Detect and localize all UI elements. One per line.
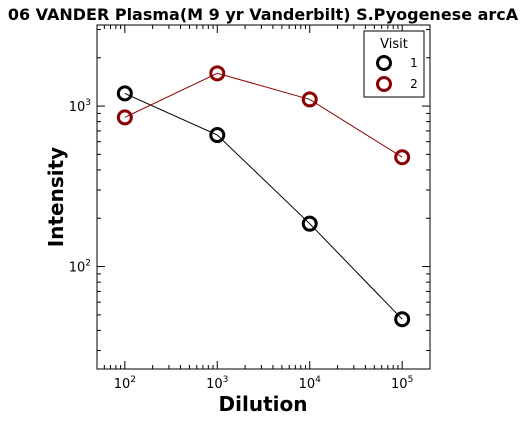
legend-label-1: 1	[410, 56, 418, 70]
chart-title: 06 VANDER Plasma(M 9 yr Vanderbilt) S.Py…	[8, 5, 519, 24]
series-1-point	[394, 311, 411, 328]
x-tick-label: 104	[299, 375, 322, 392]
series-1-point	[116, 85, 133, 102]
series-2-point	[301, 91, 318, 108]
series-2-line	[124, 72, 403, 158]
legend-label-2: 2	[410, 77, 418, 91]
axis-ticks: 102 103 104 105 102 103	[69, 25, 431, 392]
y-tick-label: 102	[69, 259, 91, 276]
legend-box	[363, 30, 425, 98]
x-tick-label: 102	[114, 375, 136, 392]
legend-marker-2	[376, 76, 392, 92]
series-2-point	[394, 149, 411, 166]
series-1-point	[209, 127, 226, 144]
y-axis-label: Intensity	[44, 147, 68, 247]
legend-title: Visit	[380, 37, 408, 52]
legend-marker-1	[376, 55, 392, 71]
y-tick-label: 103	[69, 98, 91, 115]
x-axis-label: Dilution	[219, 392, 308, 416]
legend: Visit 1 2	[363, 30, 425, 98]
series-1-line	[124, 92, 403, 320]
x-tick-label: 105	[391, 375, 413, 392]
x-tick-label: 103	[206, 375, 228, 392]
plot-area	[96, 24, 431, 370]
series-1-point	[301, 215, 318, 232]
series-2-point	[209, 65, 226, 82]
series-layer	[116, 65, 411, 328]
series-2-point	[116, 109, 133, 126]
